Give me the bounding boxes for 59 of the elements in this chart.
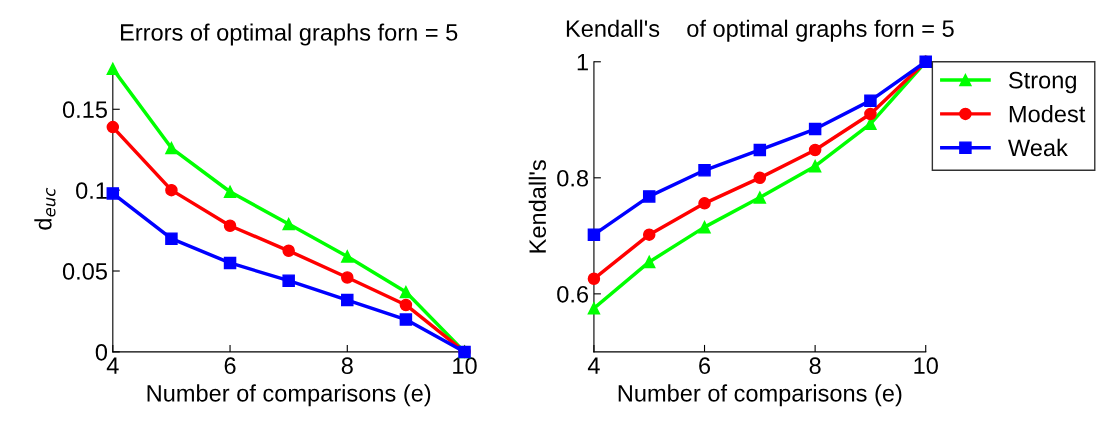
point <box>698 197 711 210</box>
point <box>282 274 295 287</box>
point <box>587 228 601 241</box>
x-tick-label: 4 <box>587 357 600 374</box>
point <box>165 183 178 197</box>
point <box>223 256 237 270</box>
x-axis-title: Number of comparisons (e) <box>618 384 902 407</box>
point <box>282 244 295 258</box>
point <box>165 232 178 245</box>
point <box>698 220 711 234</box>
point <box>282 217 295 231</box>
point <box>642 228 656 241</box>
point <box>223 219 237 232</box>
x-tick-label: 4 <box>106 357 119 374</box>
y-tick-label: 0.8 <box>557 169 589 187</box>
point <box>399 298 413 312</box>
point <box>223 185 237 199</box>
point <box>165 141 178 155</box>
point <box>808 159 822 173</box>
point <box>106 187 120 200</box>
x-axis-title: Number of comparisons (e) <box>147 384 431 407</box>
chart-title: Kendall's of optimal graphs forn = 5 <box>566 19 954 42</box>
legend-label: Weak <box>1008 138 1068 157</box>
point <box>341 250 354 263</box>
x-tick-label: 10 <box>914 357 938 375</box>
point <box>698 164 711 177</box>
legend-label: Strong <box>1008 71 1076 94</box>
point <box>753 143 767 157</box>
x-tick-label: 6 <box>699 357 711 375</box>
y-tick-label: 0.15 <box>62 101 107 119</box>
chart-title: Errors of optimal graphs forn = 5 <box>121 23 458 46</box>
point <box>399 313 413 326</box>
point <box>106 120 120 134</box>
point <box>341 293 354 307</box>
point <box>341 271 354 284</box>
point <box>587 302 601 315</box>
point <box>642 190 656 203</box>
point <box>808 143 822 157</box>
point <box>808 122 822 136</box>
point <box>864 94 877 107</box>
point <box>106 62 120 76</box>
point <box>753 171 767 185</box>
point <box>399 285 413 299</box>
x-tick-label: 10 <box>453 357 477 375</box>
y-tick-label: 0 <box>95 343 108 361</box>
point <box>642 255 656 269</box>
x-tick-label: 6 <box>224 357 236 375</box>
point <box>587 272 601 286</box>
y-axis-title: d$_{euc}$ <box>34 187 56 230</box>
y-axis-title: Kendall's <box>528 160 547 253</box>
legend-label: Modest <box>1009 105 1086 123</box>
point <box>864 107 877 121</box>
x-tick-label: 8 <box>809 357 821 375</box>
y-tick-label: 0.05 <box>62 263 107 280</box>
y-tick-label: 1 <box>577 54 588 71</box>
point <box>753 191 767 204</box>
y-tick-label: 0.1 <box>76 182 107 199</box>
y-tick-label: 0.6 <box>557 285 589 303</box>
x-tick-label: 8 <box>341 357 353 375</box>
